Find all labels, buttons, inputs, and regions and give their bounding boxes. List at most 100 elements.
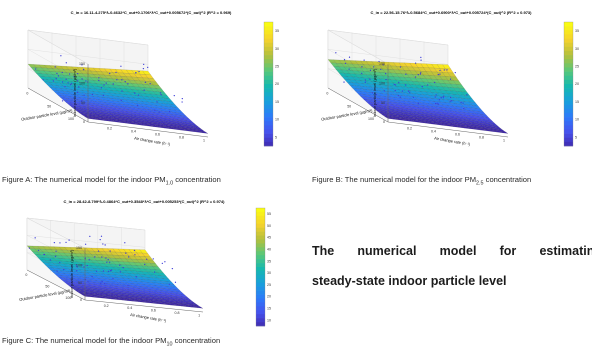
data-point bbox=[65, 62, 67, 64]
data-point bbox=[460, 101, 462, 104]
colorbar-segment bbox=[564, 84, 573, 89]
data-point bbox=[152, 258, 154, 260]
data-point bbox=[124, 242, 126, 244]
data-point bbox=[361, 72, 363, 75]
data-point bbox=[161, 262, 163, 264]
data-point bbox=[144, 81, 147, 84]
data-point bbox=[81, 64, 83, 66]
colorbar-tick-label: 25 bbox=[267, 283, 271, 287]
data-point bbox=[164, 261, 166, 263]
data-point bbox=[165, 118, 167, 121]
data-point bbox=[83, 266, 85, 268]
colorbar-segment bbox=[264, 42, 273, 48]
data-point bbox=[98, 79, 100, 82]
data-point bbox=[451, 100, 453, 102]
data-point bbox=[348, 68, 350, 70]
data-point bbox=[76, 91, 79, 93]
data-point bbox=[417, 102, 419, 105]
colorbar-segment bbox=[256, 215, 265, 221]
data-point bbox=[28, 247, 31, 249]
data-point bbox=[373, 66, 375, 68]
data-point bbox=[173, 94, 175, 97]
data-point bbox=[137, 94, 140, 96]
data-point bbox=[160, 94, 162, 96]
grid-line bbox=[27, 29, 89, 65]
caption-b-sub: 2.5 bbox=[476, 180, 484, 187]
data-point bbox=[101, 256, 103, 258]
colorbar-segment bbox=[564, 133, 573, 139]
surface-patch bbox=[499, 131, 509, 134]
data-point bbox=[343, 81, 345, 83]
data-point bbox=[171, 267, 174, 270]
data-point bbox=[61, 100, 64, 102]
data-point bbox=[437, 73, 439, 76]
data-point bbox=[125, 252, 127, 254]
colorbar-tick-label: 45 bbox=[267, 236, 271, 240]
data-point bbox=[110, 269, 113, 271]
grid-line bbox=[26, 235, 146, 248]
data-point bbox=[65, 241, 67, 244]
x-axis-line bbox=[84, 299, 204, 313]
colorbar-segment bbox=[256, 247, 265, 252]
caption-c: Figure C: The numerical model for the in… bbox=[2, 336, 220, 348]
data-point bbox=[67, 82, 69, 84]
y-tick-label: 0.4 bbox=[431, 129, 436, 133]
colorbar-segment bbox=[264, 141, 273, 147]
data-point bbox=[443, 69, 445, 71]
data-point bbox=[401, 90, 404, 92]
colorbar-segment bbox=[256, 294, 265, 299]
data-point bbox=[81, 264, 83, 266]
data-point bbox=[54, 255, 57, 258]
data-point bbox=[405, 73, 407, 75]
y-tick-label: 1 bbox=[198, 313, 200, 317]
colorbar-tick-label: 55 bbox=[267, 212, 271, 216]
data-point bbox=[99, 238, 101, 241]
data-point bbox=[54, 66, 56, 68]
colorbar-segment bbox=[264, 104, 273, 110]
data-point bbox=[68, 73, 71, 75]
data-point bbox=[348, 56, 351, 58]
x-axis-label: Outdoor particle level (µg/m³) bbox=[321, 108, 374, 122]
data-point bbox=[434, 102, 437, 105]
z-tick-label: 150 bbox=[76, 246, 82, 250]
y-tick-label: 0.2 bbox=[407, 126, 412, 130]
colorbar-segment bbox=[264, 30, 273, 35]
data-point bbox=[405, 84, 407, 86]
colorbar-segment bbox=[564, 71, 573, 77]
y-axis-line bbox=[26, 269, 86, 301]
data-point bbox=[142, 67, 145, 70]
colorbar-segment bbox=[564, 22, 573, 27]
y-axis-label: Air change rate (h⁻¹) bbox=[134, 135, 172, 146]
colorbar-segment bbox=[264, 100, 273, 105]
data-point bbox=[143, 63, 145, 66]
data-point bbox=[442, 97, 444, 99]
grid-line bbox=[27, 49, 149, 65]
data-point bbox=[435, 94, 437, 96]
data-point bbox=[414, 62, 417, 64]
y-tick-label: 0.6 bbox=[155, 132, 160, 136]
data-point bbox=[98, 77, 100, 79]
headline-word-4: for bbox=[499, 244, 517, 258]
data-point bbox=[81, 286, 84, 289]
colorbar-segment bbox=[256, 243, 265, 248]
data-point bbox=[95, 270, 98, 272]
data-point bbox=[153, 271, 156, 273]
data-point bbox=[87, 280, 89, 283]
x-axis-label: Outdoor particle level (µg/m³) bbox=[19, 288, 72, 302]
z-tick-label: 0 bbox=[383, 120, 385, 124]
data-point bbox=[35, 68, 37, 70]
data-point bbox=[143, 89, 145, 91]
colorbar-segment bbox=[256, 270, 265, 276]
colorbar-tick-label: 35 bbox=[575, 29, 579, 33]
headline: The numerical model for estimating stead… bbox=[312, 236, 592, 296]
colorbar-segment bbox=[256, 278, 265, 284]
data-point bbox=[412, 96, 415, 99]
data-point bbox=[37, 249, 40, 252]
data-point bbox=[71, 265, 73, 267]
colorbar-segment bbox=[264, 26, 273, 31]
data-point bbox=[119, 271, 121, 273]
z-tick-label: 100 bbox=[79, 82, 85, 86]
colorbar-segment bbox=[264, 59, 273, 64]
y-axis-line bbox=[27, 87, 89, 123]
colorbar-segment bbox=[256, 290, 265, 295]
